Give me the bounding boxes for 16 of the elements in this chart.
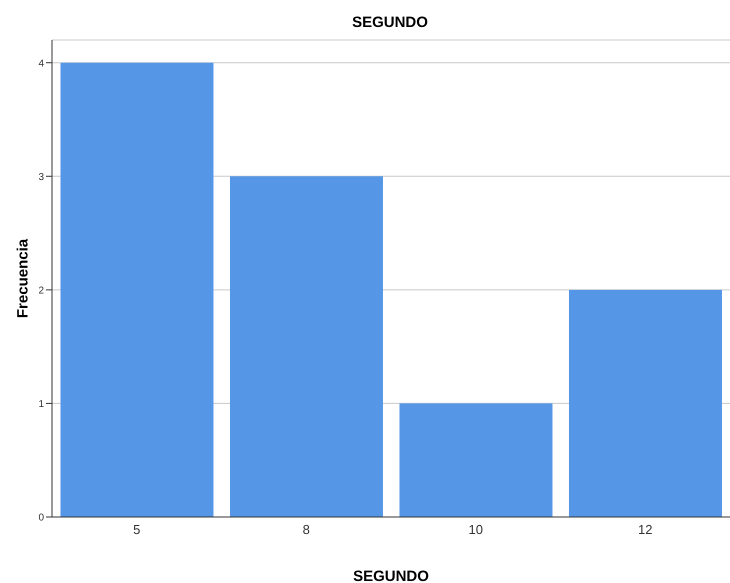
y-tick-label: 3 <box>38 172 44 183</box>
y-tick-label: 1 <box>38 398 44 410</box>
y-tick-label: 4 <box>38 58 44 70</box>
x-tick-label: 10 <box>468 522 483 538</box>
y-tick-label: 0 <box>38 512 44 524</box>
bar <box>568 290 722 517</box>
bar <box>230 176 383 517</box>
y-axis-title: Frecuencia <box>14 238 32 318</box>
y-tick-label: 2 <box>38 285 44 296</box>
x-axis-title: SEGUNDO <box>353 568 430 583</box>
x-tick-label: 5 <box>133 522 140 538</box>
x-tick-label: 8 <box>302 522 310 538</box>
bar <box>60 62 214 517</box>
chart-title: SEGUNDO <box>351 14 429 31</box>
x-tick-label: 12 <box>638 522 652 538</box>
bar <box>399 403 552 517</box>
